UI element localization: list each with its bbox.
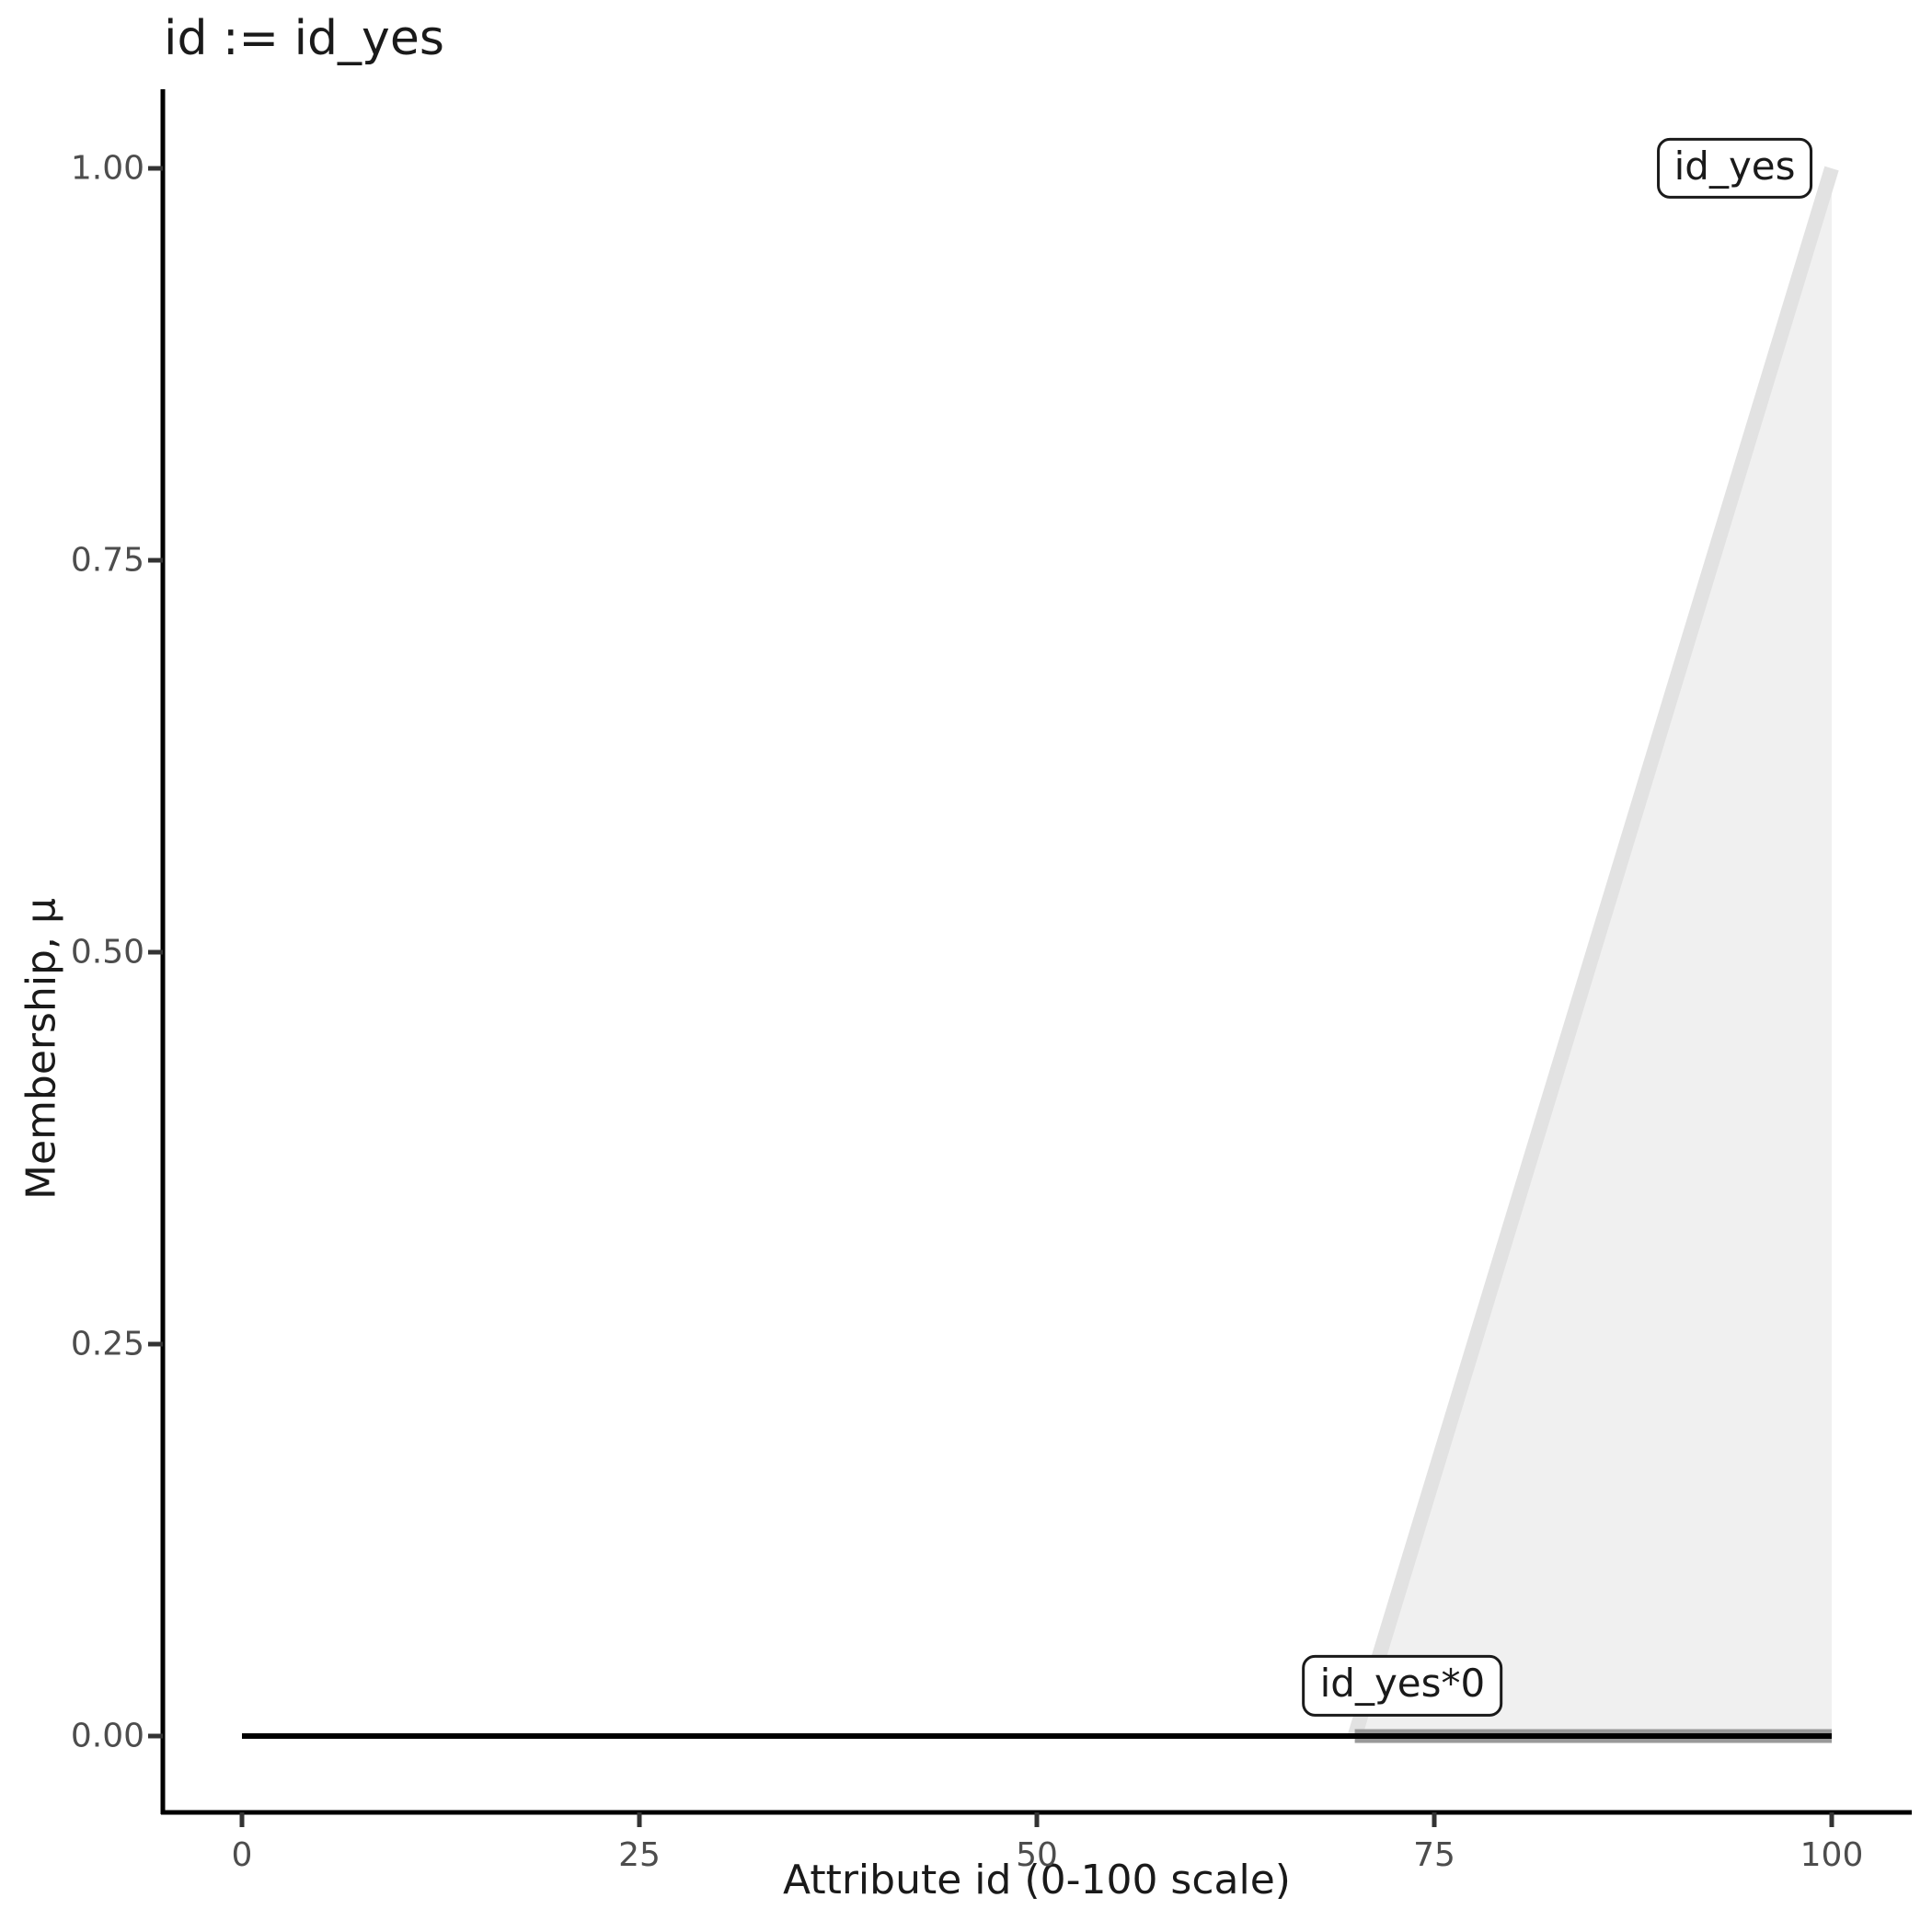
x-tick-label: 0 bbox=[231, 1836, 253, 1874]
x-tick-label: 50 bbox=[1016, 1836, 1058, 1874]
membership-line-id-yes bbox=[1347, 166, 1839, 1739]
annotation-label-id-yes: id_yes bbox=[1656, 137, 1813, 200]
annotation-label-text: id_yes*0 bbox=[1319, 1661, 1486, 1707]
y-tick-label: 0.00 bbox=[70, 1717, 144, 1755]
x-tick-label: 75 bbox=[1413, 1836, 1455, 1874]
x-axis-title: Attribute id (0-100 scale) bbox=[783, 1857, 1291, 1903]
annotation-label-text: id_yes bbox=[1673, 143, 1796, 189]
annotation-label-id-yes-times-0: id_yes*0 bbox=[1302, 1655, 1503, 1717]
x-tick-label: 100 bbox=[1800, 1836, 1864, 1874]
y-axis-ticks bbox=[148, 166, 163, 1739]
y-tick-label: 0.50 bbox=[70, 933, 144, 972]
y-tick-label: 1.00 bbox=[70, 149, 144, 188]
y-tick-label: 0.25 bbox=[70, 1325, 144, 1363]
y-axis-title: Membership, μ bbox=[17, 898, 65, 1200]
x-axis-ticks bbox=[239, 1812, 1834, 1827]
x-tick-label: 25 bbox=[618, 1836, 661, 1874]
chart-title: id := id_yes bbox=[164, 11, 444, 66]
y-tick-label: 0.75 bbox=[70, 541, 144, 580]
